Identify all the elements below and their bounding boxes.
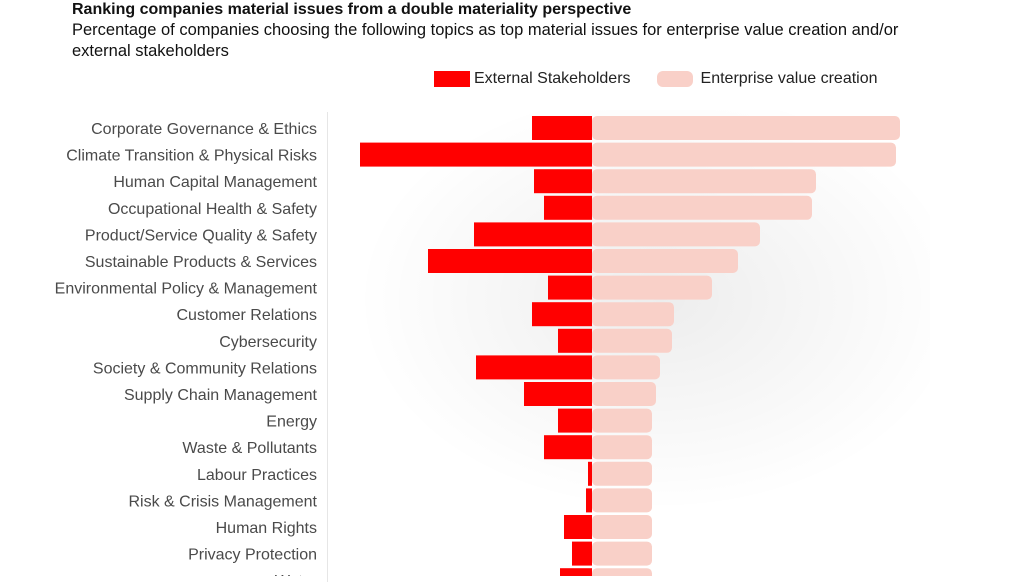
bar-enterprise-value bbox=[592, 302, 674, 327]
category-label-part: Risk & Crisis Management bbox=[129, 493, 318, 510]
category-label-part: Cybersecurity bbox=[219, 334, 317, 351]
category-label: Climate Transition & Physical Risks bbox=[66, 148, 317, 165]
category-label-part: Labour Practices bbox=[197, 467, 317, 484]
category-label: Waste & Pollutants bbox=[182, 440, 317, 457]
category-label: Supply Chain Management bbox=[124, 387, 318, 404]
category-label: Risk & Crisis Management bbox=[129, 493, 318, 510]
chart-title: Ranking companies material issues from a… bbox=[72, 1, 632, 18]
bar-enterprise-value bbox=[592, 116, 900, 140]
legend: External Stakeholders Enterprise value c… bbox=[434, 70, 878, 88]
bar-enterprise-value bbox=[592, 275, 712, 300]
bar-enterprise-value bbox=[592, 195, 812, 220]
category-label: Corporate Governance & Ethics bbox=[91, 121, 317, 138]
category-label: Human Capital Management bbox=[113, 174, 317, 191]
category-label: Product/Service Quality & Safety bbox=[85, 227, 317, 244]
bar-enterprise-value bbox=[592, 541, 652, 566]
bar-external-stakeholders bbox=[544, 435, 592, 460]
bar-external-stakeholders bbox=[476, 355, 592, 380]
bar-external-stakeholders bbox=[532, 116, 592, 140]
category-label-part: Waste & Pollutants bbox=[182, 440, 317, 457]
category-label-part: Occupational Health & Safety bbox=[108, 201, 317, 218]
bar-external-stakeholders bbox=[588, 461, 592, 486]
category-label: Occupational Health & Safety bbox=[108, 201, 317, 218]
category-label: Society & Community Relations bbox=[93, 360, 317, 377]
category-label: Privacy Protection bbox=[188, 547, 317, 564]
category-label-part: Corporate Governance & Ethics bbox=[91, 121, 317, 138]
category-label-part: Society & Community Relations bbox=[93, 360, 317, 377]
category-label-part: Supply Chain Management bbox=[124, 387, 318, 404]
category-label-part: Privacy Protection bbox=[188, 547, 317, 564]
bar-external-stakeholders bbox=[558, 328, 592, 353]
legend-label-external: External Stakeholders bbox=[474, 70, 631, 87]
bar-enterprise-value bbox=[592, 169, 816, 194]
category-label-part: Risks bbox=[273, 148, 317, 165]
bar-enterprise-value bbox=[592, 328, 672, 353]
bar-enterprise-value bbox=[592, 515, 652, 539]
category-label: Environmental Policy & Management bbox=[55, 281, 318, 298]
bar-external-stakeholders bbox=[534, 169, 592, 194]
category-label: Customer Relations bbox=[177, 307, 318, 324]
category-label-part: Customer Relations bbox=[177, 307, 318, 324]
category-label: Water bbox=[275, 573, 318, 576]
bar-external-stakeholders bbox=[544, 195, 592, 220]
chart-subtitle: Percentage of companies choosing the fol… bbox=[72, 21, 899, 60]
category-label: Sustainable Products & Services bbox=[85, 254, 317, 271]
bar-external-stakeholders bbox=[548, 275, 592, 300]
bar-external-stakeholders bbox=[572, 541, 592, 566]
bar-external-stakeholders bbox=[564, 515, 592, 539]
category-label: Labour Practices bbox=[197, 467, 317, 484]
bar-enterprise-value bbox=[592, 222, 760, 247]
bar-external-stakeholders bbox=[524, 382, 592, 406]
bar-enterprise-value bbox=[592, 408, 652, 433]
category-label-part: Environmental Policy & bbox=[55, 281, 220, 298]
category-label-part: Human Capital Management bbox=[113, 174, 317, 191]
bar-enterprise-value bbox=[592, 568, 652, 576]
bar-enterprise-value bbox=[592, 355, 660, 380]
bar-external-stakeholders bbox=[586, 488, 592, 513]
bar-external-stakeholders bbox=[428, 249, 592, 273]
bar-enterprise-value bbox=[592, 382, 656, 406]
bar-enterprise-value bbox=[592, 249, 738, 273]
category-label-part: Energy bbox=[266, 414, 317, 431]
bar-external-stakeholders bbox=[558, 408, 592, 433]
category-label: Human Rights bbox=[216, 520, 317, 537]
category-label: Cybersecurity bbox=[219, 334, 317, 351]
category-label: Energy bbox=[266, 414, 317, 431]
category-label-part: Sustainable Products & Services bbox=[85, 254, 317, 271]
bar-external-stakeholders bbox=[560, 568, 592, 576]
bar-enterprise-value bbox=[592, 488, 652, 513]
legend-swatch-enterprise bbox=[656, 71, 693, 87]
bar-enterprise-value bbox=[592, 461, 652, 486]
category-label-part: Climate Transition & Physical bbox=[66, 148, 273, 165]
category-label-part: Water bbox=[275, 573, 318, 576]
legend-label-enterprise: Enterprise value creation bbox=[700, 70, 878, 87]
bar-enterprise-value bbox=[592, 435, 652, 460]
category-label-part: Management bbox=[219, 281, 317, 298]
category-label-part: Human Rights bbox=[216, 520, 317, 537]
bar-enterprise-value bbox=[592, 142, 896, 167]
bar-external-stakeholders bbox=[532, 302, 592, 327]
bar-external-stakeholders bbox=[474, 222, 592, 247]
category-axis-line bbox=[327, 112, 328, 582]
legend-swatch-external bbox=[434, 71, 470, 87]
bar-external-stakeholders bbox=[360, 142, 592, 167]
category-label-part: Product/Service Quality & Safety bbox=[85, 227, 317, 244]
